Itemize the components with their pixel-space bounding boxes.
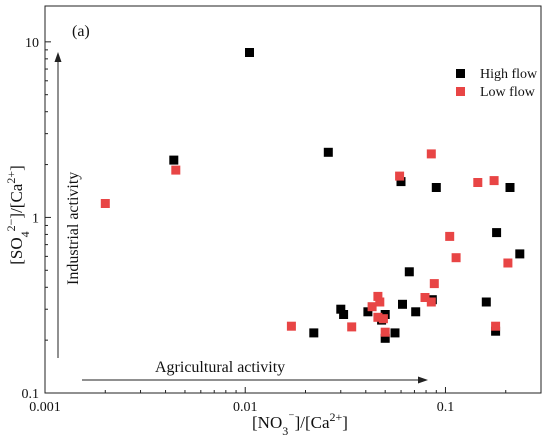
high-flow-point — [404, 267, 414, 277]
legend-swatch-low-flow — [456, 87, 465, 96]
low-flow-point — [375, 297, 385, 307]
y-tick-label: 1 — [32, 211, 39, 226]
low-flow-point — [373, 312, 383, 322]
low-flow-point — [426, 297, 436, 307]
data-markers — [100, 48, 525, 343]
high-flow-point — [323, 147, 333, 157]
high-flow-point — [431, 183, 441, 192]
y-tick-label: 0.1 — [22, 387, 40, 402]
low-flow-point — [429, 279, 439, 289]
agricultural-arrowhead — [418, 376, 428, 384]
x-tick-label: 0.1 — [437, 400, 455, 415]
high-flow-point — [336, 304, 346, 314]
high-flow-point — [491, 326, 501, 336]
low-flow-point — [378, 314, 388, 324]
legend-label-high-flow: High flow — [480, 67, 538, 82]
legend-swatch-high-flow — [456, 69, 465, 78]
high-flow-point — [380, 333, 390, 343]
high-flow-point — [390, 328, 400, 338]
y-axis-title: [SO42−]/[Ca2+] — [4, 165, 32, 265]
panel-label: (a) — [72, 23, 90, 40]
high-flow-point — [396, 177, 406, 187]
legend-label-low-flow: Low flow — [480, 85, 536, 100]
y-tick-label: 10 — [25, 36, 39, 51]
low-flow-point — [347, 322, 357, 332]
low-flow-point — [100, 199, 110, 208]
high-flow-point — [411, 307, 421, 317]
high-flow-point — [492, 228, 502, 238]
high-flow-point — [169, 155, 179, 165]
high-flow-point — [309, 328, 319, 338]
high-flow-point — [363, 307, 373, 317]
high-flow-point — [515, 249, 525, 259]
high-flow-point — [245, 48, 254, 57]
low-flow-point — [373, 291, 383, 301]
low-flow-point — [473, 178, 483, 187]
low-flow-point — [489, 176, 499, 186]
low-flow-point — [503, 258, 513, 268]
x-axis-title: [NO3⁻]/[Ca2+] — [252, 410, 348, 438]
x-tick-label: 0.01 — [233, 400, 258, 415]
industrial-activity-label: Industrial activity — [65, 172, 82, 285]
agricultural-activity-label: Agricultural activity — [155, 359, 285, 376]
low-flow-point — [426, 149, 436, 159]
industrial-arrowhead — [54, 52, 62, 62]
high-flow-point — [481, 297, 491, 307]
low-flow-point — [171, 165, 181, 175]
low-flow-point — [395, 171, 405, 181]
high-flow-point — [505, 183, 515, 192]
low-flow-point — [420, 293, 430, 302]
axis-ticks: 0.001 0.01 0.1 0.1 1 10 — [22, 36, 507, 415]
low-flow-point — [286, 321, 296, 331]
low-flow-point — [451, 253, 461, 263]
legend: High flow Low flow — [456, 67, 538, 100]
low-flow-point — [380, 327, 390, 337]
low-flow-point — [367, 302, 377, 312]
high-flow-point — [339, 310, 349, 319]
high-flow-point — [398, 299, 407, 309]
low-flow-point — [445, 231, 455, 241]
plot-frame — [44, 5, 542, 394]
low-flow-point — [491, 321, 501, 331]
x-tick-label: 0.001 — [29, 400, 61, 415]
